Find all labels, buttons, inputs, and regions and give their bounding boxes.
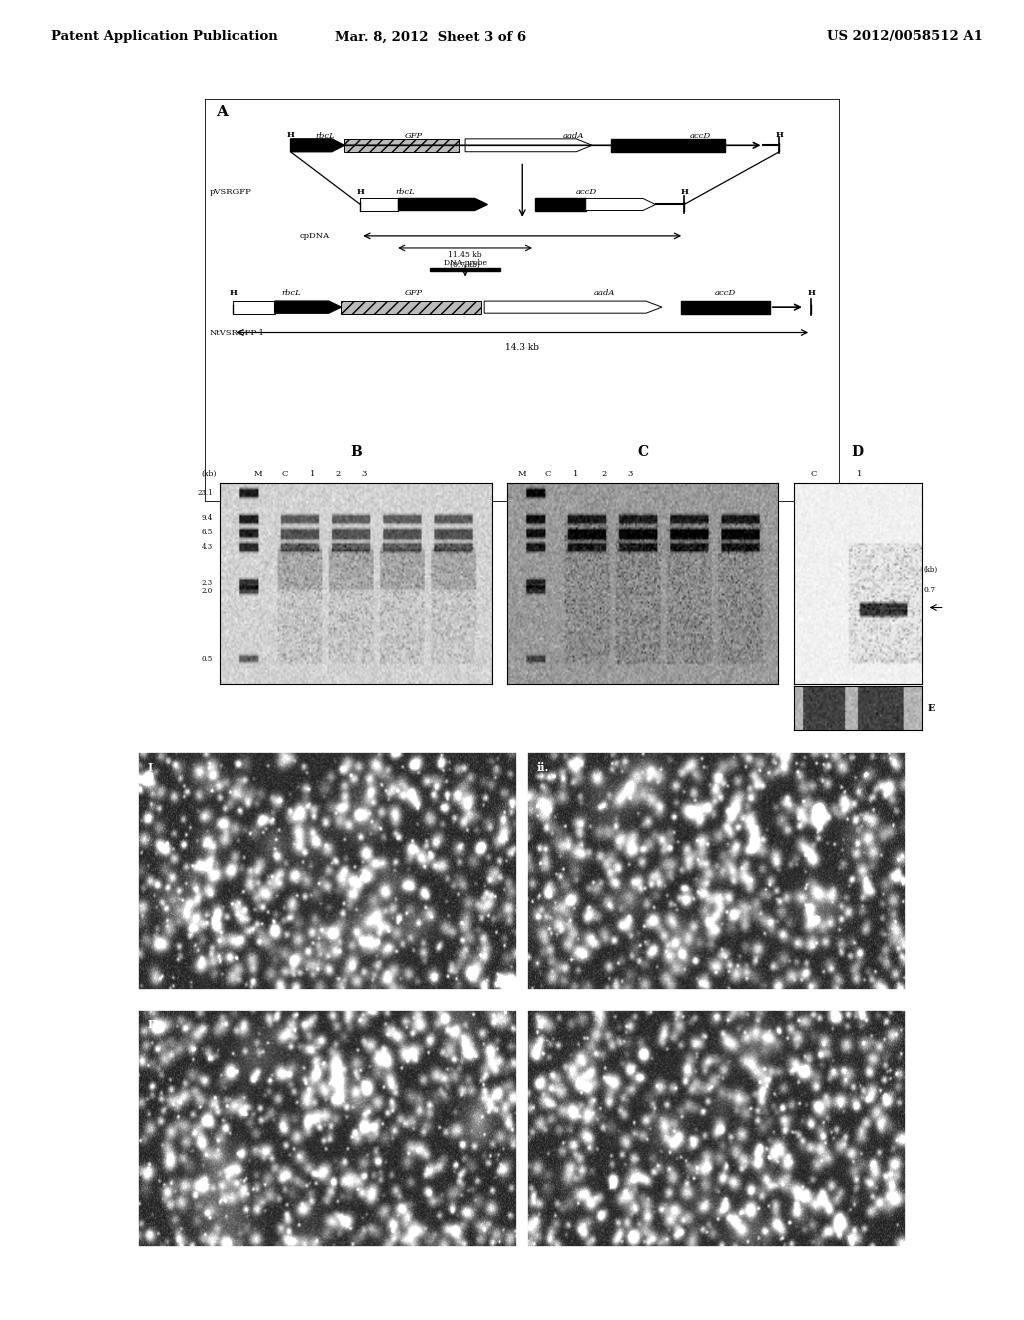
Text: C: C xyxy=(637,445,648,459)
Text: 6.5: 6.5 xyxy=(202,528,213,536)
Text: 14.3 kb: 14.3 kb xyxy=(505,343,540,351)
Bar xyxy=(681,301,770,314)
Bar xyxy=(344,139,459,152)
Text: aadA: aadA xyxy=(594,289,615,297)
Text: M: M xyxy=(254,470,262,478)
Text: Patent Application Publication: Patent Application Publication xyxy=(51,30,278,44)
Text: H: H xyxy=(680,187,688,195)
Text: rbcL: rbcL xyxy=(316,132,336,140)
Text: B: B xyxy=(350,445,361,459)
Text: 2: 2 xyxy=(335,470,341,478)
Text: GFP: GFP xyxy=(406,132,423,140)
FancyArrow shape xyxy=(465,139,592,152)
Text: M: M xyxy=(518,470,526,478)
Text: 0.5: 0.5 xyxy=(202,655,213,663)
Text: 0.7: 0.7 xyxy=(924,586,936,594)
FancyArrow shape xyxy=(484,301,662,313)
Text: 3: 3 xyxy=(361,470,368,478)
Text: 2.0: 2.0 xyxy=(202,587,213,595)
Text: H: H xyxy=(356,187,365,195)
Bar xyxy=(430,268,500,272)
Text: II: II xyxy=(147,1019,159,1031)
Text: 2: 2 xyxy=(601,470,607,478)
Bar xyxy=(360,198,398,211)
Text: ii.: ii. xyxy=(537,762,549,774)
Text: DNA probe: DNA probe xyxy=(443,259,486,267)
Text: accD: accD xyxy=(577,187,597,197)
FancyArrow shape xyxy=(291,139,344,152)
Text: H: H xyxy=(807,289,815,297)
Bar xyxy=(233,301,274,314)
Text: A: A xyxy=(216,106,228,119)
Text: C: C xyxy=(811,470,817,478)
Text: pVSRGFP: pVSRGFP xyxy=(210,187,252,195)
Text: H: H xyxy=(775,131,783,140)
Text: cpDNA: cpDNA xyxy=(300,232,330,240)
FancyArrow shape xyxy=(274,301,341,313)
Text: NtVSRGFP-1: NtVSRGFP-1 xyxy=(210,329,265,337)
Text: H: H xyxy=(287,131,295,140)
Text: US 2012/0058512 A1: US 2012/0058512 A1 xyxy=(827,30,983,44)
Text: GFP: GFP xyxy=(406,289,423,297)
Text: C: C xyxy=(282,470,288,478)
FancyArrow shape xyxy=(398,198,487,210)
FancyArrow shape xyxy=(586,198,655,210)
Text: (kb): (kb) xyxy=(924,566,938,574)
Text: 4.3: 4.3 xyxy=(202,544,213,552)
Text: 3: 3 xyxy=(627,470,633,478)
Text: 9.4: 9.4 xyxy=(202,515,213,523)
Bar xyxy=(611,139,725,152)
Text: rbcL: rbcL xyxy=(395,187,415,197)
Text: 1: 1 xyxy=(857,470,863,478)
Text: I: I xyxy=(147,762,153,774)
Text: D: D xyxy=(852,445,863,459)
Text: accD: accD xyxy=(715,289,736,297)
Text: E: E xyxy=(928,704,936,713)
Text: H: H xyxy=(229,289,238,297)
Text: Mar. 8, 2012  Sheet 3 of 6: Mar. 8, 2012 Sheet 3 of 6 xyxy=(335,30,525,44)
Text: 23.1: 23.1 xyxy=(198,490,213,498)
Text: 11.45 kb: 11.45 kb xyxy=(449,251,482,259)
Text: (kb): (kb) xyxy=(202,470,217,478)
Bar xyxy=(535,198,586,211)
Text: (0.7 kb): (0.7 kb) xyxy=(451,261,480,269)
Text: 1: 1 xyxy=(572,470,579,478)
Text: accD: accD xyxy=(689,132,711,140)
Bar xyxy=(341,301,481,314)
Text: C: C xyxy=(545,470,551,478)
Text: 1: 1 xyxy=(309,470,315,478)
Text: 2.3: 2.3 xyxy=(202,579,213,587)
Text: aadA: aadA xyxy=(562,132,584,140)
Text: I: I xyxy=(537,1019,542,1031)
Text: rbcL: rbcL xyxy=(281,289,301,297)
